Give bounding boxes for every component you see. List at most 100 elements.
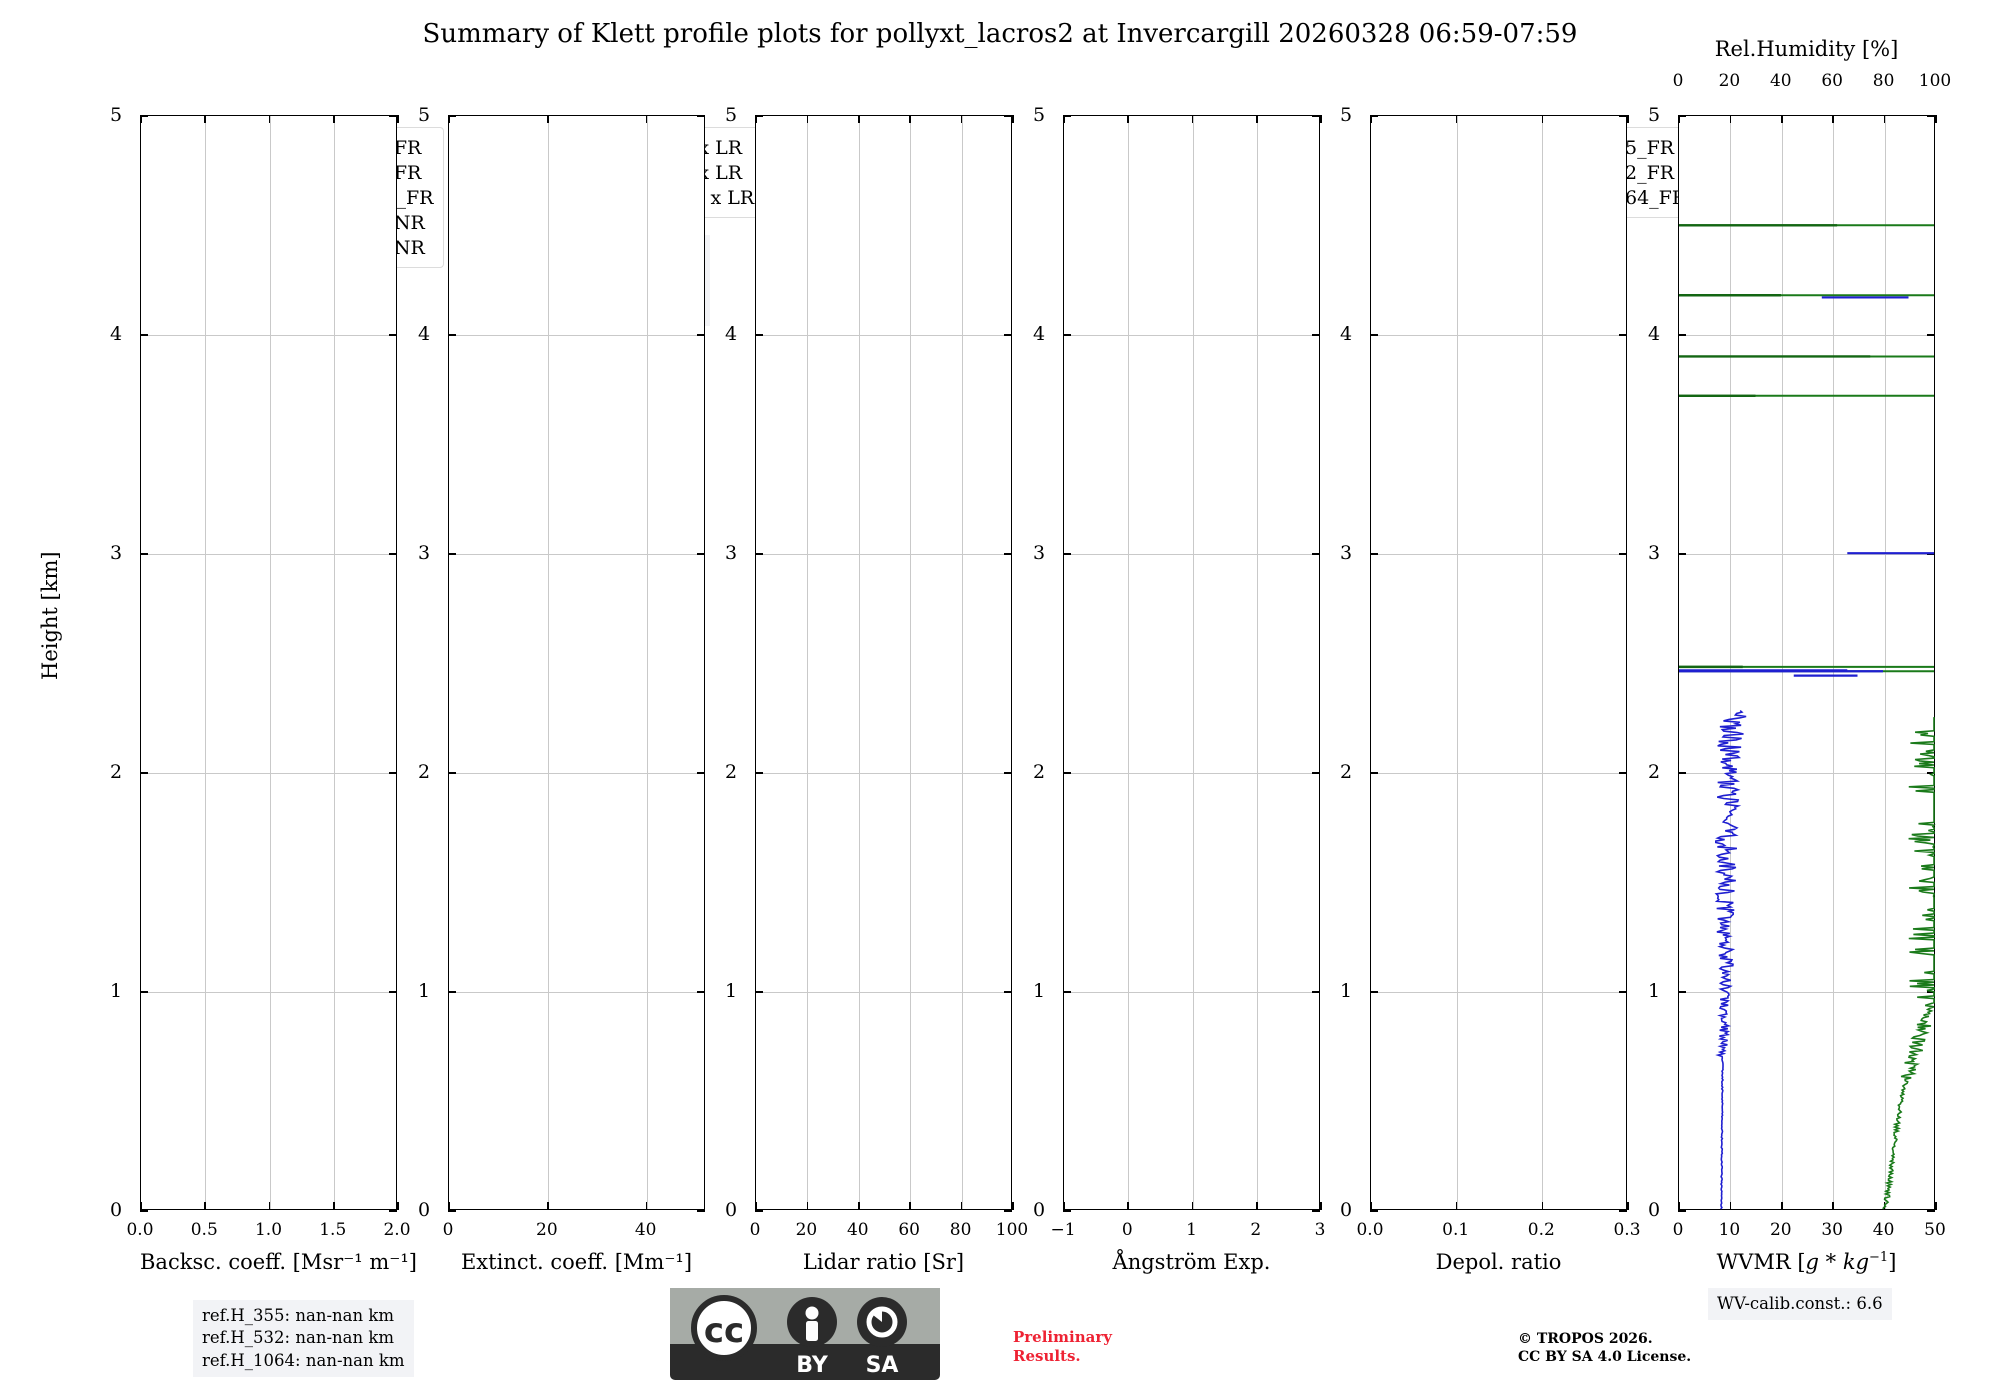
cc-by-label: BY <box>796 1353 829 1378</box>
y-tick <box>1678 772 1686 774</box>
x-tick-top <box>1012 115 1014 123</box>
x-tick-label: 40 <box>1872 1220 1895 1240</box>
x-tick-top <box>1127 115 1130 123</box>
x-tick-label: 0 <box>1121 1220 1133 1240</box>
x-axis-title-lidar-ratio: Lidar ratio [Sr] <box>802 1250 965 1274</box>
x-tick-top <box>397 115 399 123</box>
x-tick-top <box>1781 115 1783 123</box>
y-tick <box>448 772 456 774</box>
x-tick <box>1012 1202 1014 1210</box>
y-tick-right <box>389 1210 397 1212</box>
x-tick <box>1127 1202 1130 1210</box>
y-tick <box>755 115 763 117</box>
x-tick-top <box>1883 115 1886 123</box>
y-tick-label: 5 <box>1033 104 1046 126</box>
x-tick <box>909 1202 911 1210</box>
y-tick <box>140 115 148 117</box>
y-tick-right <box>697 334 705 336</box>
gridline-vertical <box>1542 116 1544 1209</box>
gridline-vertical <box>1833 116 1835 1209</box>
y-tick <box>1063 115 1071 117</box>
plot-panel-backscatter <box>140 115 399 1212</box>
y-tick-right <box>697 991 705 993</box>
y-tick-label: 1 <box>725 980 738 1002</box>
x-tick-label: 10 <box>1718 1220 1741 1240</box>
gridline-vertical <box>807 116 809 1209</box>
gridline-horizontal <box>756 992 1011 993</box>
y-tick-right <box>1619 1210 1627 1212</box>
wvmr-rh-traces <box>1679 224 1936 1210</box>
y-tick <box>755 553 763 555</box>
y-tick-label: 3 <box>725 542 738 564</box>
gridline-vertical <box>1456 116 1458 1209</box>
x-tick-label: 0.0 <box>126 1220 154 1240</box>
y-tick <box>448 1210 456 1212</box>
y-tick-label: 0 <box>418 1199 431 1221</box>
x-tick-label: 80 <box>949 1220 972 1240</box>
plot-panel-angstrom <box>1063 115 1322 1212</box>
x-tick-label: 100 <box>995 1220 1029 1240</box>
y-tick-right <box>1312 1210 1320 1212</box>
x-tick-top <box>1729 115 1732 123</box>
gridline-horizontal <box>141 335 396 336</box>
gridline-vertical <box>961 116 963 1209</box>
y-tick <box>1063 991 1071 993</box>
x-tick-label: 1.5 <box>319 1220 347 1240</box>
y-tick-right <box>1004 334 1012 336</box>
x-tick-label: 60 <box>898 1220 921 1240</box>
y-tick <box>140 553 148 555</box>
plot-panel-extinction <box>448 115 705 1212</box>
x-tick-label: 40 <box>846 1220 869 1240</box>
x-tick <box>645 1202 648 1210</box>
gridline-horizontal <box>1371 992 1626 993</box>
x-tick-top <box>909 115 911 123</box>
y-tick-right <box>1312 334 1320 336</box>
y-tick <box>140 991 148 993</box>
gridline-horizontal <box>1371 554 1626 555</box>
gridline-vertical <box>1884 116 1886 1209</box>
gridline-vertical <box>858 116 860 1209</box>
y-tick-right <box>1927 1210 1935 1212</box>
x-tick-top <box>332 115 335 123</box>
x-tick <box>332 1202 335 1210</box>
gridline-horizontal <box>449 773 704 774</box>
y-tick <box>448 991 456 993</box>
y-tick <box>1370 334 1378 336</box>
y-tick-right <box>389 553 397 555</box>
x-tick-top <box>1832 115 1834 123</box>
gridline-horizontal <box>1679 992 1934 993</box>
y-tick-right <box>389 772 397 774</box>
x-tick <box>858 1202 860 1210</box>
y-tick-label: 2 <box>1648 761 1661 783</box>
x-tick-top <box>858 115 860 123</box>
gridline-horizontal <box>756 335 1011 336</box>
gridline-horizontal <box>1064 773 1319 774</box>
x-tick-label: 20 <box>795 1220 818 1240</box>
x-tick <box>547 1202 549 1210</box>
x-tick-top <box>547 115 549 123</box>
y-tick-label: 2 <box>418 761 431 783</box>
gridline-horizontal <box>756 554 1011 555</box>
x-tick-label: 0.1 <box>1442 1220 1470 1240</box>
gridline-horizontal <box>1679 335 1934 336</box>
x-tick-label: 1.0 <box>254 1220 283 1240</box>
y-tick-label: 4 <box>725 323 738 345</box>
y-tick <box>140 772 148 774</box>
y-tick-label: 0 <box>1033 1199 1046 1221</box>
y-tick <box>1370 991 1378 993</box>
x-tick-top <box>448 115 450 123</box>
gridline-vertical <box>1128 116 1130 1209</box>
x-tick-label: 0 <box>1672 1220 1684 1240</box>
wv-calib-annotation: WV-calib.const.: 6.6 <box>1708 1288 1892 1321</box>
y-tick <box>755 772 763 774</box>
x-tick-top <box>1678 115 1680 123</box>
y-tick-label: 2 <box>110 761 123 783</box>
y-tick-right <box>1619 772 1627 774</box>
y-tick <box>448 553 456 555</box>
x-tick-top <box>1935 115 1937 123</box>
y-tick <box>448 115 456 117</box>
y-tick <box>1063 1210 1071 1212</box>
x-tick-label: 0.5 <box>190 1220 218 1240</box>
x-tick-top <box>1255 115 1258 123</box>
x-tick-top <box>755 115 757 123</box>
